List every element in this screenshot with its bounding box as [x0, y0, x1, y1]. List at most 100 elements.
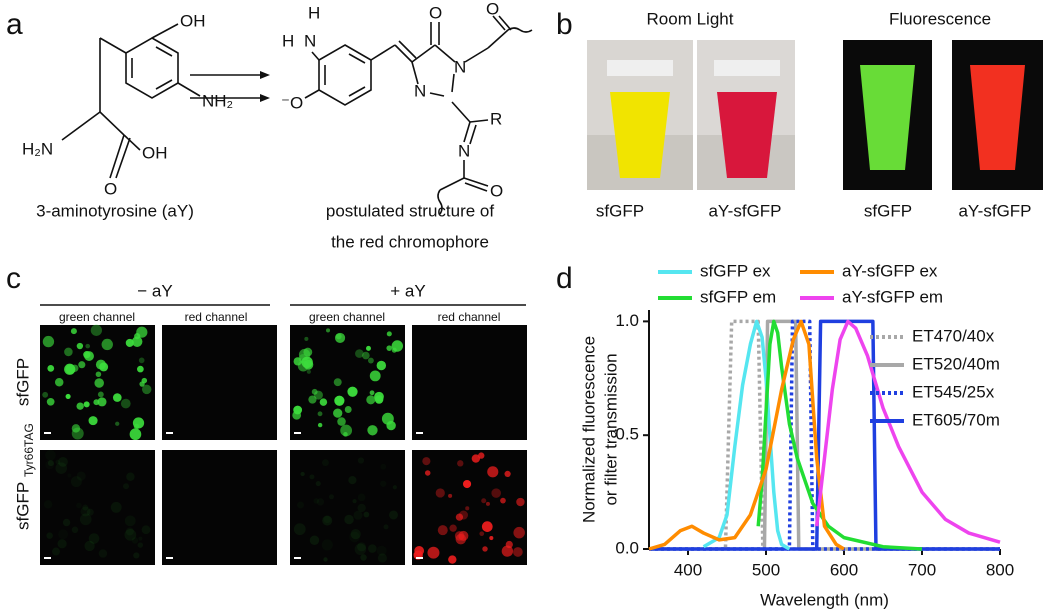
cell [71, 526, 79, 534]
y-axis-label: Normalized fluorescence [579, 336, 598, 523]
cell [115, 421, 120, 426]
cell [516, 497, 525, 507]
cell [335, 333, 342, 340]
cell [334, 395, 345, 406]
cell [76, 402, 84, 410]
cell [112, 393, 122, 402]
cell [126, 472, 135, 482]
cell [58, 456, 68, 467]
micrograph [290, 450, 405, 565]
cell [99, 362, 109, 372]
atom-label: ⁻O [281, 93, 303, 112]
cell [391, 340, 404, 352]
cell [356, 542, 367, 552]
cell [88, 533, 100, 544]
legend-label: sfGFP em [700, 287, 776, 306]
atom-label: O [486, 0, 499, 18]
cell [462, 479, 472, 489]
cell [455, 533, 467, 545]
cell [354, 543, 367, 556]
channel-label: green channel [309, 310, 385, 324]
cell [141, 384, 152, 395]
cell [328, 494, 334, 500]
cell [424, 470, 431, 476]
micrograph [162, 450, 277, 565]
photo-room-light-sfgfp [587, 40, 693, 190]
cell [489, 535, 494, 541]
micrograph [162, 325, 277, 440]
cell [487, 466, 499, 478]
cell [304, 336, 309, 341]
cell [85, 343, 91, 349]
cell [383, 524, 389, 530]
cell [88, 416, 98, 426]
atom-label: N [458, 141, 470, 160]
atom-label: O [490, 181, 503, 200]
cell [367, 425, 378, 436]
cell [435, 488, 445, 498]
cell [83, 401, 90, 408]
cell [389, 510, 399, 520]
cell [485, 501, 490, 506]
cell [357, 503, 366, 513]
cell [42, 335, 55, 348]
sample-label: aY-sfGFP [958, 201, 1031, 220]
cell [67, 473, 71, 477]
cell [386, 331, 392, 337]
cell [333, 378, 342, 387]
cell [313, 498, 320, 504]
cell [136, 326, 148, 338]
cell [300, 471, 305, 477]
cell [321, 459, 329, 467]
legend-label: ET545/25x [912, 382, 995, 401]
cell [367, 544, 377, 553]
cell [110, 501, 122, 513]
cell [124, 528, 137, 541]
atom-label: N [304, 31, 316, 50]
cell [131, 336, 143, 347]
cell [84, 540, 95, 552]
cell [325, 328, 331, 333]
cell [376, 360, 387, 371]
cell [76, 342, 84, 350]
cell [369, 370, 381, 382]
cell [344, 514, 354, 525]
x-tick-label: 800 [986, 560, 1014, 579]
cell [501, 545, 514, 557]
cell [352, 499, 357, 504]
cell [319, 398, 328, 406]
cell [392, 485, 397, 490]
molecule-1-skeleton [61, 23, 201, 179]
cell [362, 351, 370, 360]
cell [65, 393, 71, 399]
cell [316, 498, 325, 506]
cell [500, 497, 506, 504]
cell [51, 547, 60, 556]
cell [358, 494, 366, 502]
cell [83, 351, 91, 359]
cell [471, 454, 481, 463]
cell [58, 529, 68, 539]
row-label-subscript: Tyr66TAG [22, 423, 36, 477]
cell [80, 506, 91, 517]
cell [131, 537, 139, 544]
cell [427, 546, 440, 559]
cell [355, 349, 364, 358]
y-tick-label: 0.0 [615, 538, 639, 557]
cell [455, 513, 464, 521]
y-tick-label: 1.0 [615, 311, 639, 330]
y-axis-label: or filter transmission [601, 353, 620, 505]
cell [138, 357, 145, 364]
row-label: sfGFP [13, 482, 32, 530]
panel-label: c [6, 262, 21, 295]
series-line [814, 319, 1001, 544]
header: Fluorescence [889, 9, 991, 28]
micrographs [40, 324, 527, 565]
cell [367, 357, 374, 364]
cell [422, 457, 431, 466]
cell [437, 525, 448, 536]
atom-label: O [429, 3, 442, 22]
condition-header: + aY [390, 281, 425, 300]
cell [481, 498, 487, 504]
